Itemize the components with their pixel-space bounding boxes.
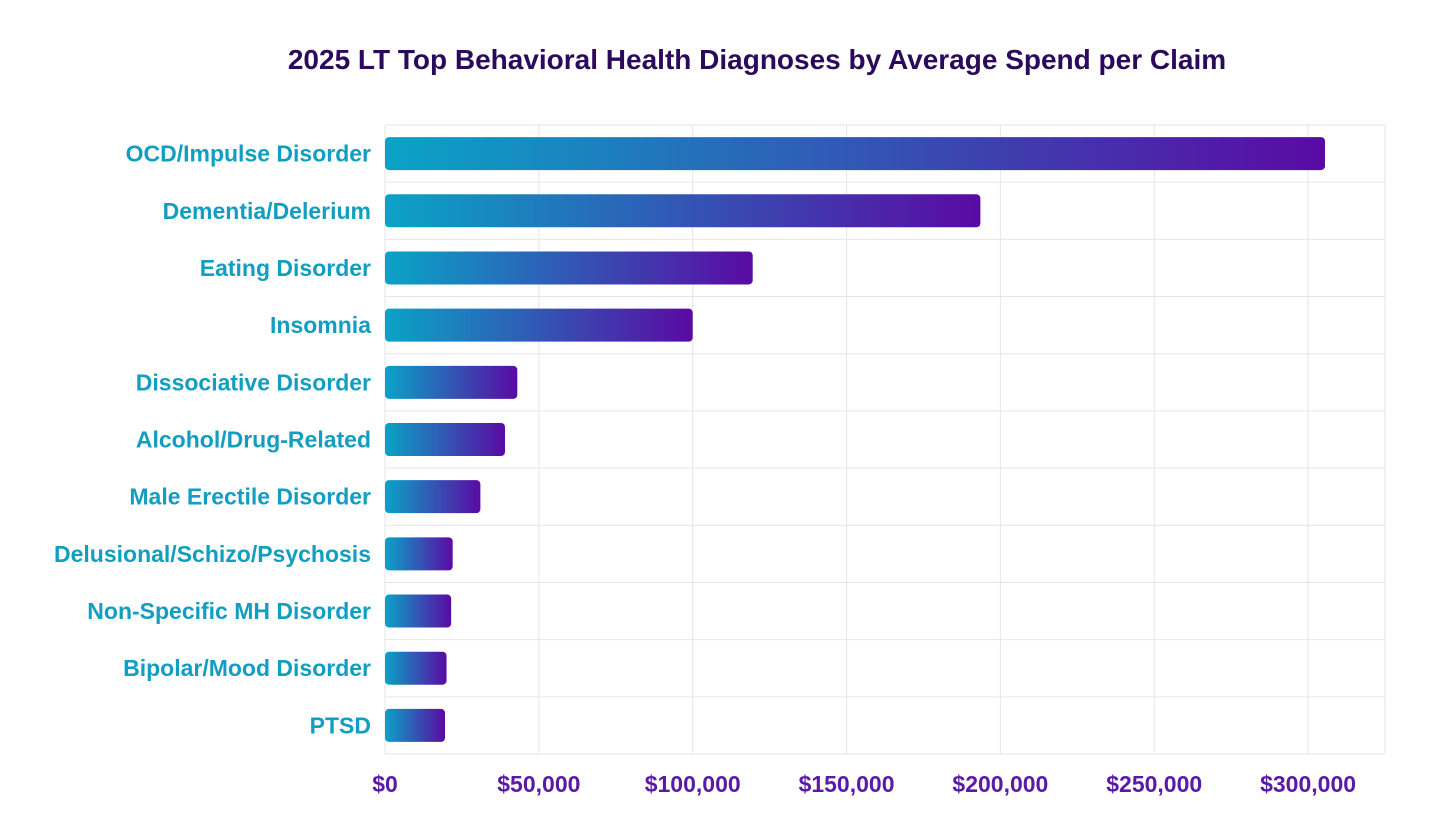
x-tick-label: $150,000 xyxy=(799,771,895,797)
chart-title: 2025 LT Top Behavioral Health Diagnoses … xyxy=(287,44,1227,75)
category-label: Dissociative Disorder xyxy=(136,369,371,395)
category-label: Delusional/Schizo/Psychosis xyxy=(54,541,371,567)
x-tick-label: $100,000 xyxy=(645,771,741,797)
bar xyxy=(385,480,481,514)
x-tick-label: $50,000 xyxy=(497,771,580,797)
category-label: Insomnia xyxy=(270,312,371,338)
bar xyxy=(385,423,505,456)
x-tick-label: $0 xyxy=(372,771,398,797)
bar xyxy=(385,365,518,399)
bar xyxy=(385,651,447,685)
category-label: Alcohol/Drug-Related xyxy=(136,427,371,453)
category-label: Eating Disorder xyxy=(200,255,371,281)
bar xyxy=(385,537,453,571)
x-tick-label: $300,000 xyxy=(1260,771,1356,797)
category-label: PTSD xyxy=(310,712,371,738)
x-tick-label: $200,000 xyxy=(952,771,1048,797)
bar xyxy=(385,194,981,228)
bars xyxy=(385,137,1325,742)
bar xyxy=(385,308,693,342)
x-tick-label: $250,000 xyxy=(1106,771,1202,797)
bar xyxy=(385,708,445,742)
category-label: OCD/Impulse Disorder xyxy=(126,141,371,167)
category-labels: OCD/Impulse Disorder Dementia/Delerium Eat… xyxy=(54,141,371,739)
bar xyxy=(385,251,753,285)
category-label: Dementia/Delerium xyxy=(163,198,371,224)
bar xyxy=(385,137,1325,171)
grid-lines xyxy=(384,124,1386,755)
x-axis-tick-labels: $0 $50,000 $100,000 $150,000 $200,000 $250,00… xyxy=(372,771,1356,797)
category-label: Bipolar/Mood Disorder xyxy=(123,655,371,681)
bar xyxy=(385,594,452,628)
category-label: Non-Specific MH Disorder xyxy=(87,598,371,624)
category-label: Male Erectile Disorder xyxy=(129,484,371,510)
